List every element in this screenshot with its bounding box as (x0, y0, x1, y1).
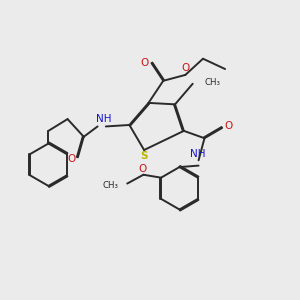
Text: CH₃: CH₃ (102, 181, 119, 190)
Text: O: O (139, 164, 147, 174)
Text: NH: NH (96, 114, 111, 124)
Text: O: O (224, 122, 233, 131)
Text: O: O (182, 63, 190, 74)
Text: O: O (67, 154, 76, 164)
Text: NH: NH (190, 149, 206, 159)
Text: O: O (141, 58, 149, 68)
Text: S: S (140, 152, 147, 161)
Text: CH₃: CH₃ (205, 78, 220, 87)
